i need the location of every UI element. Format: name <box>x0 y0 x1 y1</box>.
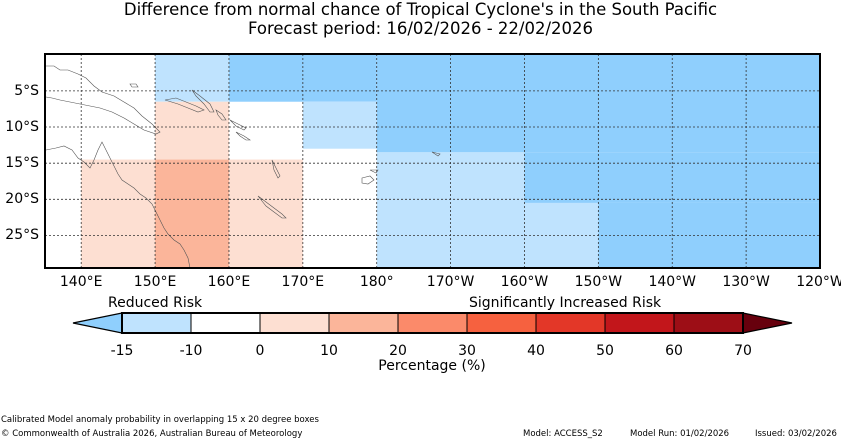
colorbar <box>72 312 793 334</box>
anomaly-cell-3 <box>302 101 377 149</box>
x-tick-label: 150°W <box>574 274 623 290</box>
y-tick-label: 25°S <box>5 227 39 244</box>
coastline-new-ireland <box>191 89 215 113</box>
colorbar-segment-3 <box>328 312 399 334</box>
anomaly-cell-11 <box>81 159 156 268</box>
colorbar-tick-label: -10 <box>179 343 203 359</box>
coastline-fiji <box>361 169 379 185</box>
colorbar-segment-7 <box>604 312 675 334</box>
x-tick-label: 170°E <box>281 274 325 290</box>
coastline-bougainville <box>215 109 227 121</box>
x-tick-label: 140°E <box>59 274 103 290</box>
coastline-new-caledonia <box>257 195 287 219</box>
model-name: Model: ACCESS_S2 <box>523 429 603 439</box>
y-tick-label: 20°S <box>5 191 39 208</box>
x-tick-label: 160°W <box>500 274 549 290</box>
colorbar-segment-6 <box>535 312 606 334</box>
x-tick-label: 150°E <box>133 274 177 290</box>
colorbar-tick-label: 60 <box>665 343 683 359</box>
colorbar-tick-label: 0 <box>255 343 265 359</box>
increased-risk-label: Significantly Increased Risk <box>469 295 662 311</box>
coastline-new-britain <box>164 97 205 113</box>
x-tick-label: 180° <box>359 274 394 290</box>
colorbar-tick-label: 20 <box>389 343 407 359</box>
y-tick-label: 10°S <box>5 119 39 136</box>
reduced-risk-label: Reduced Risk <box>108 295 203 311</box>
coastline-solomons <box>229 119 251 141</box>
x-tick-label: 170°W <box>426 274 475 290</box>
x-tick-label: 160°E <box>207 274 251 290</box>
x-tick-label: 140°W <box>648 274 697 290</box>
anomaly-cell-12 <box>155 159 229 268</box>
model-run: Model Run: 01/02/2026 <box>630 429 730 439</box>
x-tick-label: 120°W <box>796 274 841 290</box>
colorbar-segment-2 <box>259 312 330 334</box>
colorbar-tick-label: 40 <box>527 343 545 359</box>
colorbar-tick-label: 10 <box>320 343 338 359</box>
coastline <box>45 65 441 269</box>
colorbar-tick-label: -15 <box>110 343 134 359</box>
colorbar-high-extend <box>742 312 793 334</box>
anomaly-cell-0 <box>155 54 229 102</box>
colorbar-segment-4 <box>397 312 468 334</box>
map-frame <box>44 53 821 269</box>
forecast-period: Forecast period: 16/02/2026 - 22/02/2026 <box>247 19 594 38</box>
colorbar-outline <box>121 312 744 334</box>
y-tick-label: 5°S <box>14 82 39 99</box>
coastline-australia <box>45 141 191 269</box>
colorbar-segment-8 <box>673 312 744 334</box>
coastline-samoa <box>431 151 441 157</box>
colorbar-tick-label: 70 <box>734 343 752 359</box>
colorbar-tick-label: 30 <box>458 343 476 359</box>
colorbar-low-extend <box>72 312 123 334</box>
copyright: © Commonwealth of Australia 2026, Austra… <box>1 429 303 439</box>
coastline-vanuatu <box>271 159 281 179</box>
colorbar-segment-0 <box>121 312 192 334</box>
coastline-bismarck <box>129 83 139 88</box>
colorbar-axis-label: Percentage (%) <box>378 358 486 374</box>
x-tick-label: 130°W <box>722 274 770 290</box>
colorbar-segment-5 <box>466 312 537 334</box>
chart-title: Difference from normal chance of Tropica… <box>123 0 718 19</box>
colorbar-tick-label: 50 <box>596 343 614 359</box>
colorbar-segment-1 <box>190 312 261 334</box>
anomaly-cell-13 <box>228 159 303 268</box>
y-tick-label: 15°S <box>5 155 39 172</box>
anomaly-cell-10 <box>155 101 229 160</box>
issued-date: Issued: 03/02/2026 <box>755 429 837 439</box>
coastline-new-guinea <box>45 65 161 135</box>
method-note: Calibrated Model anomaly probability in … <box>1 415 319 425</box>
